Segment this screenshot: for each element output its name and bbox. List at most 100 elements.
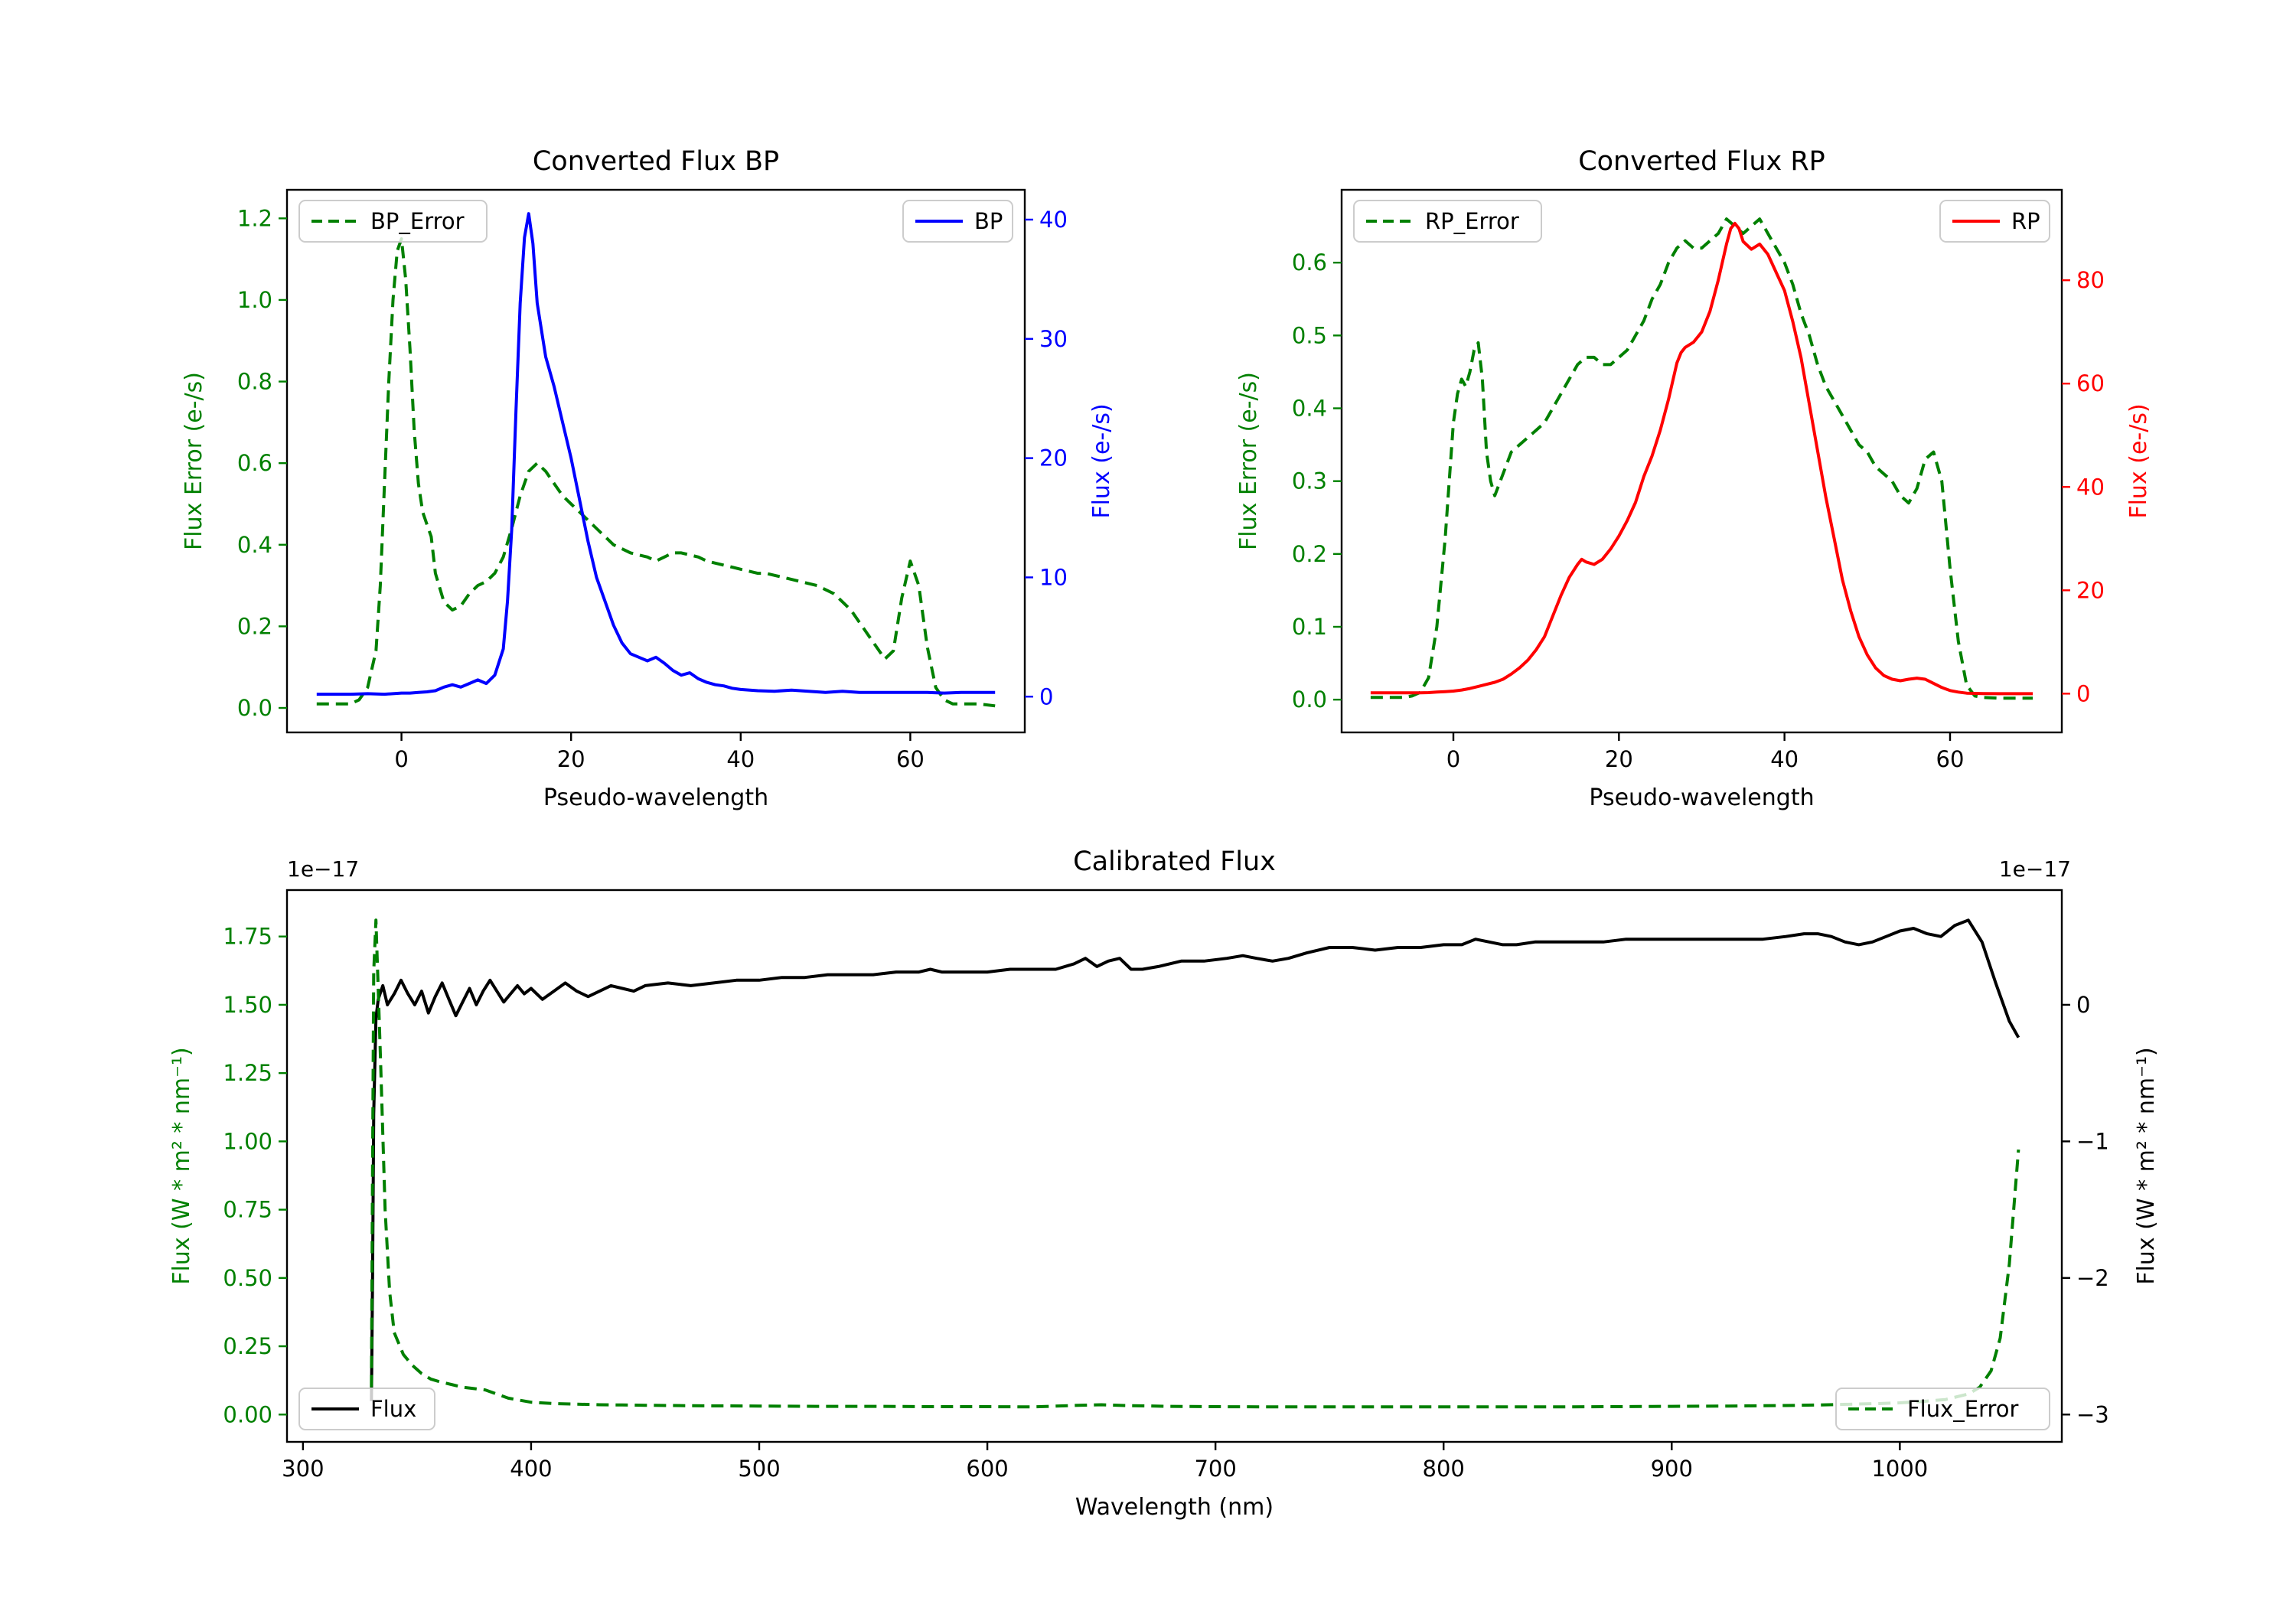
x-tick-labels: 300 400 500 600 700 800 900 1000 — [282, 1442, 1928, 1482]
x-tick-label: 0 — [1446, 746, 1460, 772]
left-y-axis-label: Flux Error (e-/s) — [1235, 372, 1262, 550]
x-tick-label: 800 — [1423, 1456, 1465, 1482]
legend-rp: RP — [1939, 200, 2050, 243]
x-tick-label: 20 — [1605, 746, 1633, 772]
right-tick-label: −2 — [2076, 1265, 2109, 1291]
left-y-axis-label: Flux (W * m² * nm⁻¹) — [168, 1047, 195, 1284]
left-tick-label: 1.25 — [223, 1060, 272, 1086]
subplot-calibrated: 300 400 500 600 700 800 900 1000 0.00 0.25 0.50 0.7… — [168, 846, 2160, 1521]
x-tick-label: 900 — [1651, 1456, 1693, 1482]
series-line-flux_error — [370, 918, 2020, 1409]
legend-frame — [298, 1388, 435, 1430]
left-tick-label: 1.00 — [223, 1128, 272, 1154]
right-tick-label: 60 — [2076, 370, 2105, 396]
right-axis-offset-text: 1e−17 — [1999, 856, 2071, 882]
x-tick-label: 700 — [1194, 1456, 1236, 1482]
legend-label: RP — [2011, 208, 2040, 234]
axes-spine — [1340, 188, 2063, 734]
right-tick-label: 40 — [2076, 474, 2105, 500]
legend-frame — [298, 200, 488, 243]
legend-rp_error: RP_Error — [1353, 200, 1542, 243]
x-tick-label: 1000 — [1871, 1456, 1928, 1482]
legend-flux: Flux — [298, 1388, 435, 1430]
right-tick-label: 30 — [1039, 326, 1068, 352]
x-tick-label: 600 — [966, 1456, 1008, 1482]
right-tick-labels: 0 −1 −2 −3 — [2062, 992, 2109, 1427]
right-tick-label: −1 — [2076, 1128, 2109, 1154]
left-tick-labels: 0.0 0.2 0.4 0.6 0.8 1.0 1.2 — [237, 205, 287, 721]
right-tick-label: 20 — [2076, 577, 2105, 603]
legend-label: Flux_Error — [1907, 1396, 2019, 1422]
right-y-axis-label: Flux (W * m² * nm⁻¹) — [2133, 1047, 2160, 1284]
left-tick-labels: 0.00 0.25 0.50 0.75 1.00 1.25 1.50 1.75 — [223, 924, 287, 1427]
subplot-rp: 0 20 40 60 0.0 0.1 0.2 0.3 0.4 0.5 0.6 0 20 40 60 80 Con… — [1235, 146, 2152, 811]
x-axis-label: Pseudo-wavelength — [1589, 784, 1814, 811]
series-group-bp — [316, 212, 996, 708]
left-tick-label: 0.8 — [237, 369, 272, 395]
right-tick-label: 0 — [2076, 992, 2090, 1018]
left-tick-label: 0.1 — [1292, 614, 1327, 640]
x-tick-labels: 0 20 40 60 — [394, 732, 925, 772]
legend-frame — [1353, 200, 1542, 243]
left-tick-label: 1.2 — [237, 205, 272, 231]
chart-title: Converted Flux BP — [533, 146, 779, 177]
left-tick-label: 0.0 — [1292, 686, 1327, 713]
series-line-bp_error — [316, 237, 996, 708]
series-group-rp — [1370, 217, 2033, 700]
x-tick-label: 40 — [726, 746, 755, 772]
subplot-bp: 0 20 40 60 0.0 0.2 0.4 0.6 0.8 1.0 1.2 0 10 20 30 40 Con… — [181, 146, 1115, 811]
left-axis-offset-text: 1e−17 — [287, 856, 359, 882]
series-line-bp — [316, 212, 996, 696]
x-tick-label: 60 — [1936, 746, 1965, 772]
axes-spine — [285, 188, 1026, 734]
x-axis-label: Pseudo-wavelength — [543, 784, 768, 811]
left-tick-label: 0.2 — [237, 613, 272, 639]
legend-label: RP_Error — [1425, 208, 1519, 234]
x-tick-labels: 0 20 40 60 — [1446, 732, 1965, 772]
right-tick-label: 20 — [1039, 445, 1068, 471]
series-line-rp — [1370, 221, 2033, 696]
x-tick-label: 60 — [896, 746, 925, 772]
legend-bp_error: BP_Error — [298, 200, 488, 243]
legend-label: BP — [974, 208, 1003, 234]
series-line-rp_error — [1370, 217, 2033, 700]
x-tick-label: 300 — [282, 1456, 324, 1482]
left-tick-label: 0.0 — [237, 695, 272, 721]
legend-label: BP_Error — [370, 208, 465, 234]
x-axis-label: Wavelength (nm) — [1075, 1494, 1274, 1521]
legend-flux_error: Flux_Error — [1835, 1388, 2050, 1430]
axes-spine — [285, 889, 2063, 1443]
legend-bp: BP — [902, 200, 1013, 243]
right-y-axis-label: Flux (e-/s) — [1088, 403, 1115, 518]
right-tick-labels: 0 10 20 30 40 — [1025, 207, 1068, 709]
legend-frame — [1835, 1388, 2050, 1430]
right-tick-label: 10 — [1039, 564, 1068, 590]
right-tick-labels: 0 20 40 60 80 — [2062, 267, 2105, 706]
left-tick-label: 0.5 — [1292, 322, 1327, 348]
right-tick-label: −3 — [2076, 1401, 2109, 1427]
x-tick-label: 0 — [394, 746, 408, 772]
left-tick-label: 1.0 — [237, 287, 272, 313]
left-tick-label: 0.4 — [237, 532, 272, 558]
right-tick-label: 40 — [1039, 207, 1068, 233]
left-tick-label: 1.50 — [223, 992, 272, 1018]
series-group-calibrated — [370, 918, 2020, 1409]
chart-title: Calibrated Flux — [1073, 846, 1276, 877]
right-y-axis-label: Flux (e-/s) — [2125, 403, 2152, 518]
left-tick-label: 1.75 — [223, 924, 272, 950]
left-tick-label: 0.3 — [1292, 468, 1327, 494]
right-tick-label: 80 — [2076, 267, 2105, 293]
legend-label: Flux — [370, 1396, 416, 1422]
x-tick-label: 500 — [738, 1456, 780, 1482]
right-tick-label: 0 — [2076, 680, 2090, 706]
x-tick-label: 40 — [1770, 746, 1799, 772]
left-tick-label: 0.4 — [1292, 396, 1327, 422]
x-tick-label: 20 — [557, 746, 585, 772]
chart-title: Converted Flux RP — [1578, 146, 1825, 177]
x-tick-label: 400 — [510, 1456, 552, 1482]
left-y-axis-label: Flux Error (e-/s) — [181, 372, 207, 550]
left-tick-label: 0.2 — [1292, 541, 1327, 567]
series-line-flux — [370, 918, 2020, 1401]
